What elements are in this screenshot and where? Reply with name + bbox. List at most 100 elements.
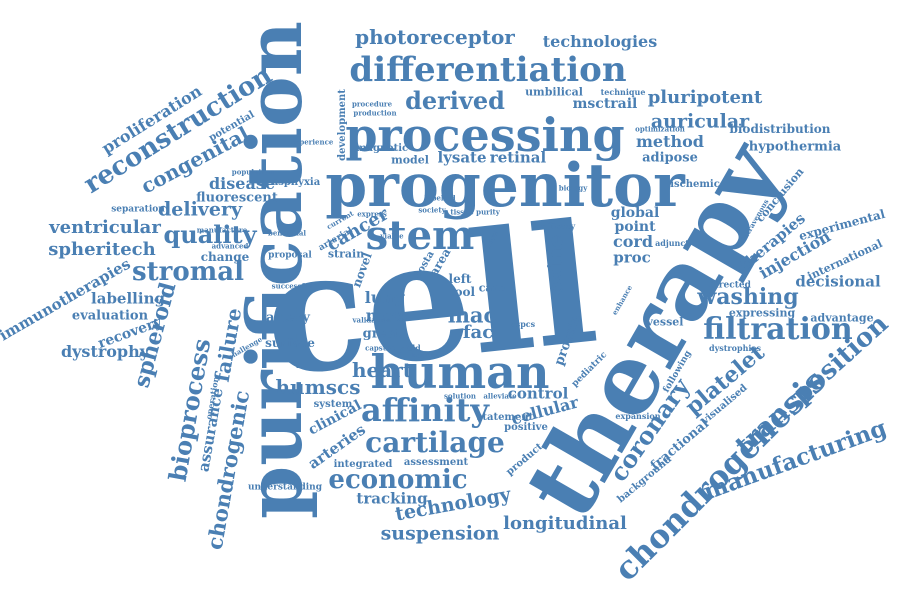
word-efficacy: efficacy <box>540 221 576 231</box>
word-global: global <box>610 205 660 221</box>
word-experience: experience <box>290 137 334 147</box>
word-great: great <box>362 326 402 342</box>
word-strain: strain <box>327 247 365 261</box>
word-affinity: affinity <box>361 391 489 429</box>
word-cartilage: cartilage <box>365 426 505 459</box>
word-statement: statement <box>476 412 534 423</box>
word-humscs: humscs <box>275 375 361 399</box>
word-differentiation: differentiation <box>349 50 627 90</box>
word-advanced: advanced <box>211 241 249 251</box>
word-lysate: lysate <box>437 148 487 167</box>
word-expressing: expressing <box>728 306 796 320</box>
word-separation: separation <box>111 204 165 215</box>
word-evaluation: evaluation <box>71 308 149 324</box>
word-ischemic: ischemic <box>670 179 720 190</box>
word-decisional: decisional <box>795 272 881 291</box>
word-capsule: capsule <box>365 343 395 353</box>
word-spheritech: spheritech <box>48 239 156 260</box>
word-production: production <box>353 108 397 118</box>
word-positive: positive <box>504 422 548 433</box>
word-biodistribution: biodistribution <box>729 122 831 136</box>
word-fluorescent: fluorescent <box>196 190 278 206</box>
word-processing: processing <box>345 108 625 162</box>
word-benefit: benefit <box>411 350 439 360</box>
word-mscs: mscs <box>365 306 411 325</box>
word-magnetic: magnetic <box>355 143 409 154</box>
word-labelling: labelling <box>91 289 165 308</box>
word-population: population <box>231 167 275 177</box>
word-validation: validation <box>352 315 392 325</box>
word-beneficial: beneficial <box>267 228 307 238</box>
word-artery: artery <box>266 310 310 326</box>
word-directed: directed <box>709 280 751 291</box>
word-heart: heart <box>352 358 412 382</box>
word-msctrail: msctrail <box>572 96 638 112</box>
word-biology: biology <box>558 183 588 193</box>
word-disease: disease <box>208 174 276 193</box>
word-lung: lung <box>364 288 406 307</box>
word-dystrophies: dystrophies <box>708 343 762 353</box>
word-fac: fac <box>462 322 494 343</box>
word-system: system <box>313 399 353 410</box>
word-stromal: stromal <box>132 257 244 287</box>
word-tracking: tracking <box>356 489 428 508</box>
word-express: express <box>357 209 387 219</box>
word-delivery: delivery <box>158 198 242 221</box>
word-optimization: optimization <box>635 124 685 134</box>
word-understanding: understanding <box>248 482 322 493</box>
word-umbilical: umbilical <box>525 85 583 99</box>
word-left: left <box>448 272 472 286</box>
word-technologies: technologies <box>542 32 658 51</box>
word-technique: technique <box>600 87 646 97</box>
word-point: point <box>614 219 656 235</box>
word-viable: viable <box>380 231 404 241</box>
word-method: method <box>636 132 704 151</box>
word-development: development <box>337 89 348 161</box>
word-derived: derived <box>405 86 505 115</box>
word-change: change <box>200 250 250 264</box>
word-suspension: suspension <box>380 522 500 545</box>
word-oxine: oxine <box>543 234 567 296</box>
word-adipose: adipose <box>642 150 698 166</box>
word-society: society <box>418 205 446 215</box>
word-photoreceptor: photoreceptor <box>355 25 515 49</box>
word-model: model <box>391 153 429 167</box>
word-control: control <box>507 384 569 403</box>
word-filtration: filtration <box>703 312 853 347</box>
word-mac: mac <box>447 302 497 328</box>
word-surface: surface <box>265 336 315 350</box>
word-care: care <box>478 281 506 295</box>
word-vessel: vessel <box>646 315 684 329</box>
word-cord: cord <box>612 232 654 251</box>
word-progenitor: progenitor <box>325 151 685 221</box>
word-expansion: expansion <box>615 411 661 421</box>
word-cspcs: cspcs <box>510 319 536 329</box>
word-dystrophy: dystrophy <box>60 342 150 361</box>
word-successful: successful <box>271 281 313 291</box>
word-proposal: proposal <box>268 250 312 261</box>
word-asphyxia: asphyxia <box>271 177 321 188</box>
word-labelled: labelled <box>424 193 456 203</box>
word-quality: quality <box>163 220 257 249</box>
word-solution: solution <box>443 391 477 401</box>
word-longitudinal: longitudinal <box>503 513 627 534</box>
word-pluripotent: pluripotent <box>647 87 763 108</box>
word-yield: yield <box>399 343 421 353</box>
word-assessment: assessment <box>403 457 469 468</box>
word-manufacture: manufacture <box>196 225 248 235</box>
word-tissue: tissue <box>450 207 474 217</box>
word-advantage: advantage <box>810 311 874 325</box>
word-auricular: auricular <box>650 110 750 133</box>
word-retinal: retinal <box>489 148 547 167</box>
word-ventricular: ventricular <box>49 217 161 238</box>
word-adjunct: adjunct <box>655 238 689 248</box>
word-washing: washing <box>697 284 799 310</box>
word-experimental: experimental <box>797 206 887 244</box>
word-human: human <box>370 345 550 399</box>
word-proc: proc <box>613 248 651 267</box>
word-alleviate: alleviate <box>483 391 517 401</box>
word-hypothermia: hypothermia <box>748 139 842 155</box>
word-stem: stem <box>365 212 475 259</box>
word-integrated: integrated <box>333 459 393 470</box>
